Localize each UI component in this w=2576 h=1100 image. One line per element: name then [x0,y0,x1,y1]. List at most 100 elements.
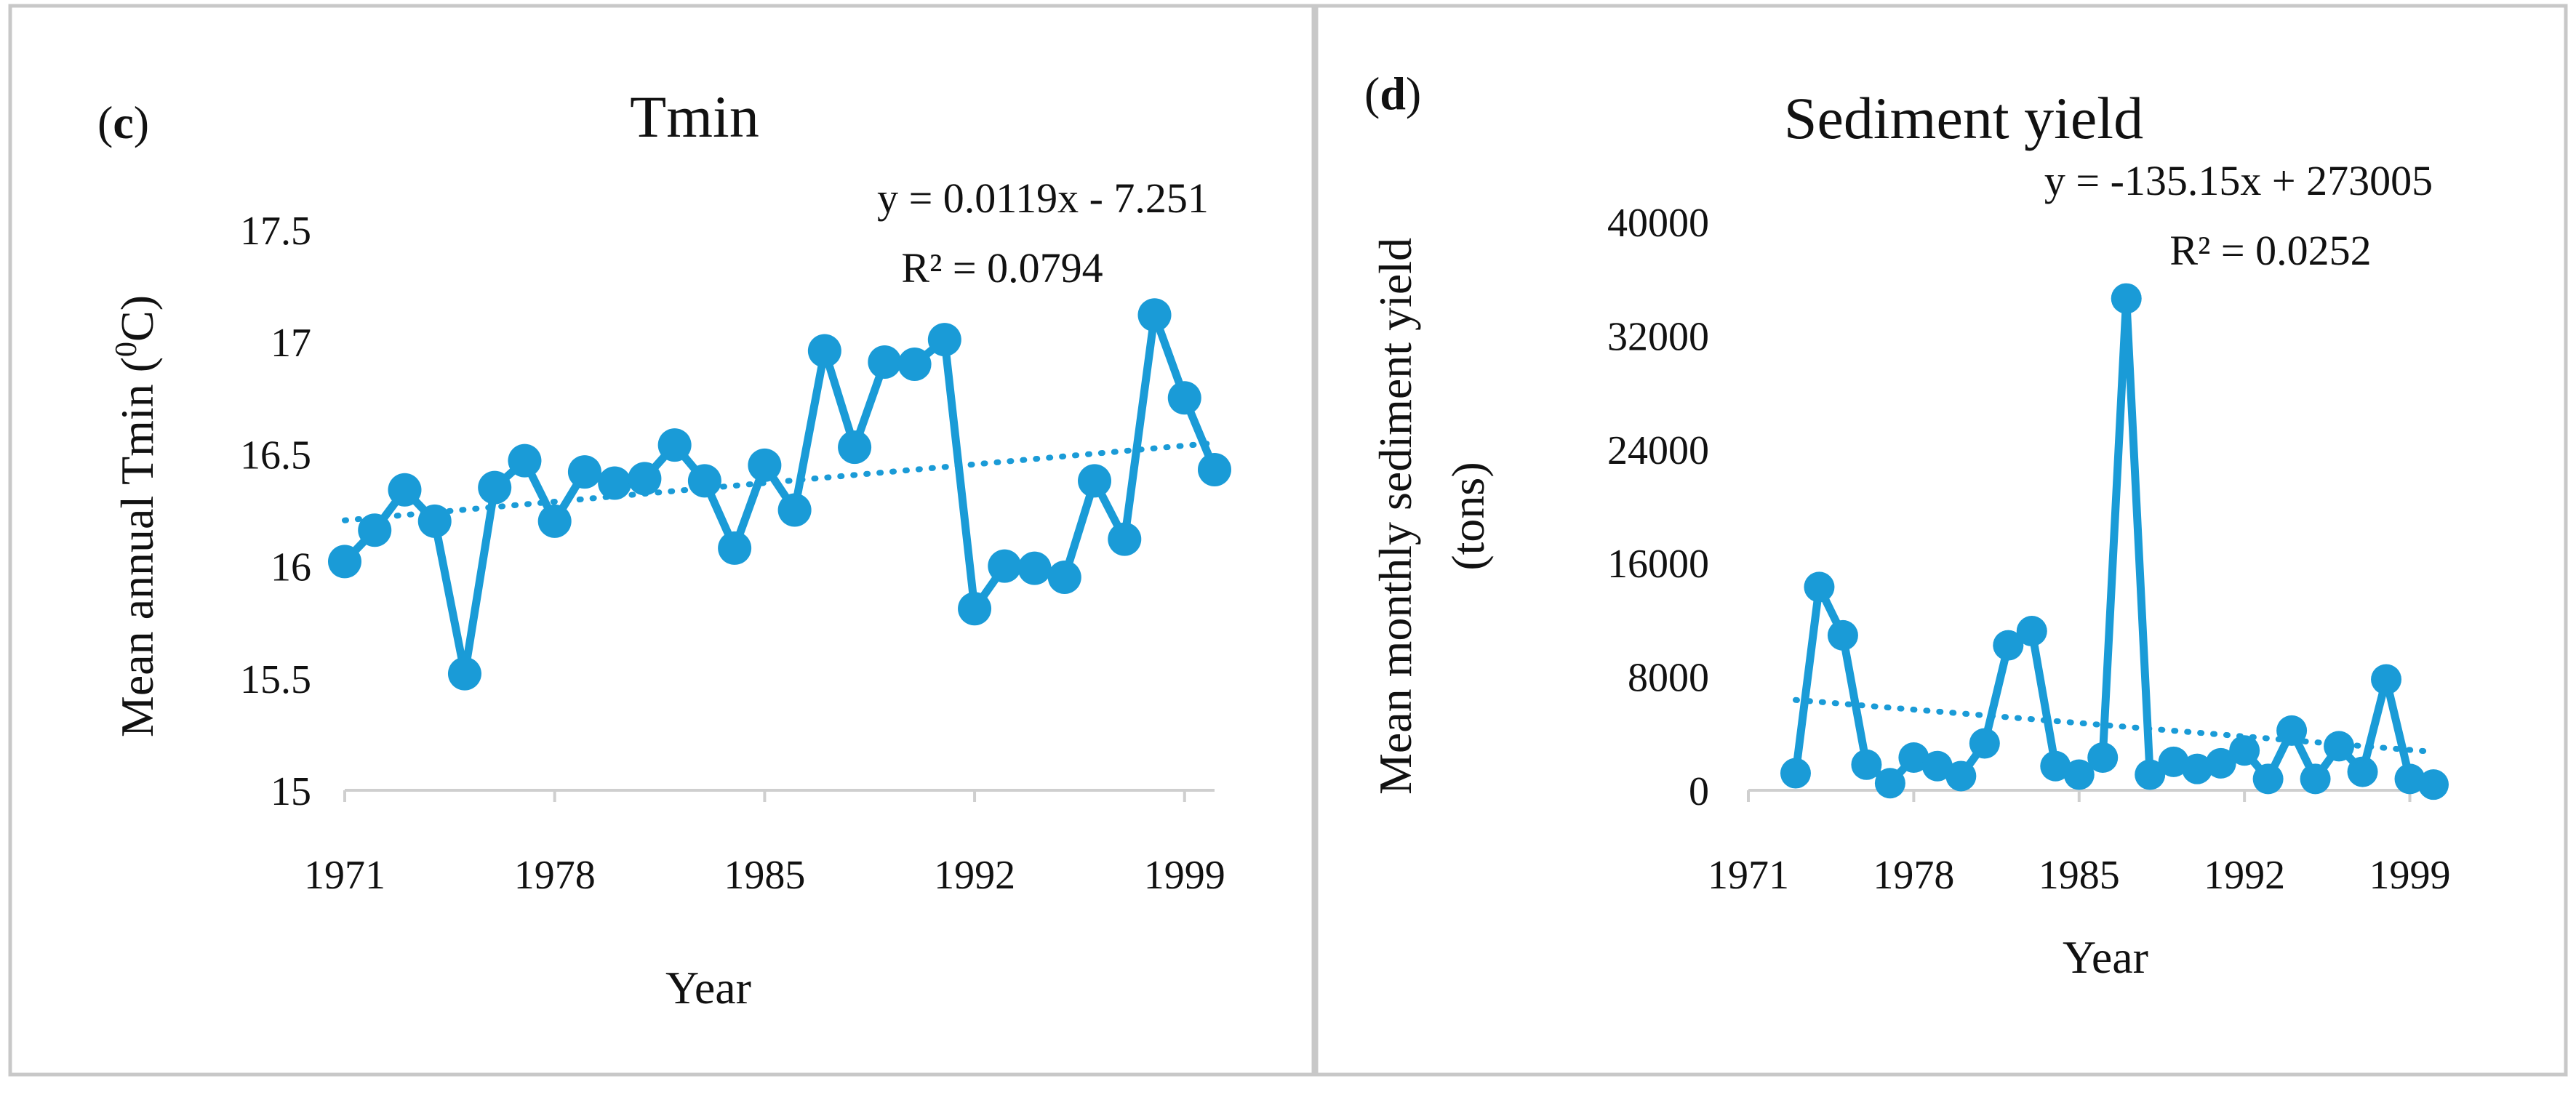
data-point [777,493,812,527]
y-tick-label: 16 [271,545,311,590]
x-tick-label: 1978 [1873,853,1954,898]
data-point [1874,768,1905,799]
trendline [1792,696,2436,755]
data-point [2158,746,2189,777]
series-layer [328,298,1231,691]
data-point [1198,452,1231,486]
data-point [2205,747,2236,779]
data-point [1898,742,1929,774]
y-tick-label: 0 [1689,769,1709,814]
y-tick-label: 40000 [1607,201,1709,246]
data-point [1921,750,1953,782]
data-point [628,462,662,496]
trendline-equation: y = -135.15x + 273005 [2044,157,2433,204]
x-tick-label: 1985 [2039,853,2120,898]
x-axis: 1971 1978 1985 1992 1999 [1708,789,2451,898]
panel-d-frame [1314,4,2568,1077]
x-axis: 1971 1978 1985 1992 1999 [304,789,1225,898]
data-point [2347,756,2378,787]
data-point [657,428,692,462]
y-tick-label: 32000 [1607,314,1709,359]
y-tick-label: 16.5 [240,433,311,478]
data-point [2252,763,2284,795]
x-axis-title: Year [665,962,751,1013]
data-point [417,504,452,538]
trendline-layer [1792,696,2436,755]
x-tick-label: 1985 [724,853,805,898]
data-point [1780,758,1811,789]
data-point [2418,769,2449,800]
series-layer [1780,283,2449,800]
data-point [1851,749,1882,780]
series-line [1791,294,2438,789]
x-tick-label: 1999 [2369,853,2451,898]
data-point [2394,763,2425,795]
chart-title: Tmin [630,84,759,150]
data-point [478,470,512,505]
x-tick-label: 1971 [1708,853,1789,898]
y-tick-label: 15 [271,769,311,814]
data-point [598,466,632,500]
data-point [897,348,932,382]
data-point [1969,728,2000,759]
data-point [1108,522,1142,556]
y-tick-label: 16000 [1607,542,1709,587]
data-point [748,448,782,482]
data-point [718,531,752,565]
panel-d-label: (d) [1364,68,1421,119]
panel-c-frame [8,4,1316,1077]
x-tick-label: 1978 [514,853,596,898]
data-point [2229,735,2260,766]
data-point [1827,619,1858,651]
data-point [2276,715,2308,746]
y-axis-title-line-2: (tons) [1442,462,1494,570]
trendline-equation: y = 0.0119x - 7.251 [877,174,1209,222]
x-tick-label: 1992 [934,853,1015,898]
y-tick-label: 8000 [1628,656,1709,701]
data-point [1078,464,1112,498]
data-point [1804,571,1835,603]
panel-c-label: (c) [97,97,149,148]
chart-title: Sediment yield [1784,85,2143,151]
data-point [838,430,872,465]
panel-d-sediment-chart: (d) Sediment yield y = -135.15x + 273005… [1364,68,2451,983]
y-axis-ticks: 15 15.5 16 16.5 17 17.5 [240,209,311,814]
data-point [1945,760,1977,792]
y-tick-label: 17 [271,321,311,366]
data-point [2111,283,2142,314]
data-point [567,455,601,489]
y-axis-ticks: 0 8000 16000 24000 32000 40000 [1607,201,1709,814]
y-axis-title: Mean annual Tmin (0C) [110,295,163,737]
trendline-r-squared: R² = 0.0794 [901,244,1103,292]
data-point [388,473,422,507]
data-point [2182,753,2213,784]
x-tick-label: 1992 [2204,853,2285,898]
data-point [447,657,481,691]
series-line [340,310,1219,678]
data-point [537,504,572,538]
data-point [1047,561,1081,595]
data-point [2016,616,2047,647]
data-point [1017,551,1052,585]
data-point [2040,750,2071,782]
data-point [2087,742,2119,774]
data-point [988,549,1022,583]
data-point [2324,731,2355,762]
y-tick-label: 24000 [1607,428,1709,473]
x-tick-label: 1971 [304,853,385,898]
data-point [1167,381,1201,415]
y-tick-label: 15.5 [240,657,311,702]
data-point [687,464,721,498]
y-axis-title-line-1: Mean monthly sediment yield [1369,238,1421,795]
data-point [2135,759,2166,790]
data-point [328,545,361,579]
x-tick-label: 1999 [1144,853,1225,898]
data-point [958,592,992,626]
panel-c-tmin-chart: (c) Tmin y = 0.0119x - 7.251 R² = 0.0794… [97,84,1231,1013]
data-point [868,345,902,379]
data-point [1137,298,1172,332]
data-point [2300,763,2331,795]
data-point [2063,759,2095,790]
trendline-r-squared: R² = 0.0252 [2169,227,2371,274]
